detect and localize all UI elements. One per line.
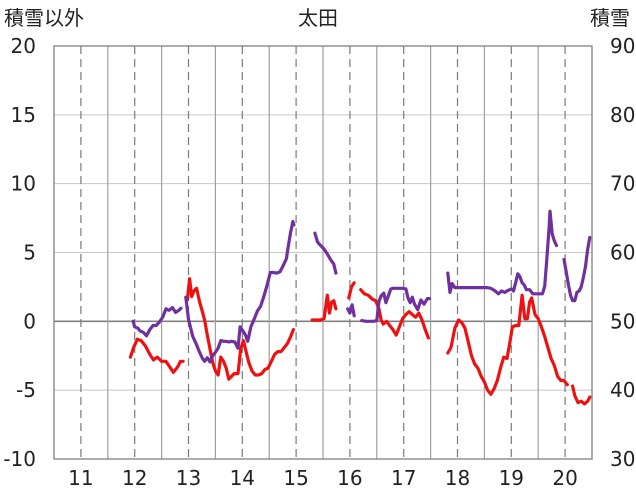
- x-tick-label: 18: [445, 466, 470, 490]
- series-line-left: [185, 277, 295, 381]
- left-tick-label: 15: [11, 103, 36, 127]
- right-tick-label: 70: [610, 172, 635, 196]
- grid-lines: [54, 45, 592, 460]
- x-tick-label: 13: [176, 466, 201, 490]
- chart-title: 太田: [298, 6, 338, 30]
- left-tick-label: -5: [16, 378, 36, 402]
- series-line-right: [184, 219, 296, 364]
- series-line-left: [310, 293, 338, 322]
- x-tick-label: 17: [391, 466, 416, 490]
- left-tick-label: 0: [23, 309, 36, 333]
- right-tick-label: 40: [610, 378, 635, 402]
- x-tick-label: 15: [283, 466, 308, 490]
- left-tick-label: 20: [11, 34, 36, 58]
- left-tick-label: 5: [23, 241, 36, 265]
- series-line-right: [360, 286, 432, 323]
- series-line-left: [128, 337, 185, 374]
- series-line-left: [570, 384, 592, 406]
- x-tick-label: 12: [122, 466, 147, 490]
- series-line-right: [131, 306, 183, 338]
- x-tick-label: 14: [230, 466, 255, 490]
- left-tick-label: 10: [11, 172, 36, 196]
- tick-labels: -10 -5 0 5 10 15 20 30 40 50 60 70 80 90 11 12 13 14 15 16 1…: [3, 34, 635, 490]
- series-line-left: [446, 293, 569, 396]
- x-tick-label: 16: [337, 466, 362, 490]
- right-tick-label: 90: [610, 34, 635, 58]
- left-axis-label: 積雪以外: [4, 6, 84, 30]
- x-tick-label: 19: [499, 466, 524, 490]
- right-axis-label: 積雪: [590, 6, 630, 30]
- series-line-right: [562, 235, 592, 303]
- x-tick-label: 20: [552, 466, 577, 490]
- left-tick-label: -10: [3, 447, 36, 471]
- series-line-right: [346, 303, 356, 318]
- series-line-left: [359, 288, 430, 340]
- right-tick-label: 80: [610, 103, 635, 127]
- series-line-left: [347, 281, 356, 300]
- plot-area: [53, 45, 593, 460]
- right-tick-label: 50: [610, 309, 635, 333]
- series-line-right: [446, 209, 559, 296]
- right-tick-label: 60: [610, 241, 635, 265]
- series-line-right: [313, 231, 338, 275]
- x-tick-label: 11: [68, 466, 93, 490]
- series-lines: [128, 209, 592, 406]
- right-tick-label: 30: [610, 447, 635, 471]
